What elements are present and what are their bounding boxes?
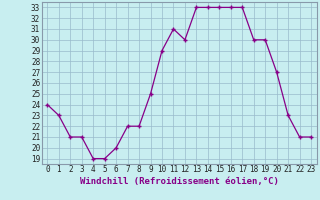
X-axis label: Windchill (Refroidissement éolien,°C): Windchill (Refroidissement éolien,°C) [80, 177, 279, 186]
